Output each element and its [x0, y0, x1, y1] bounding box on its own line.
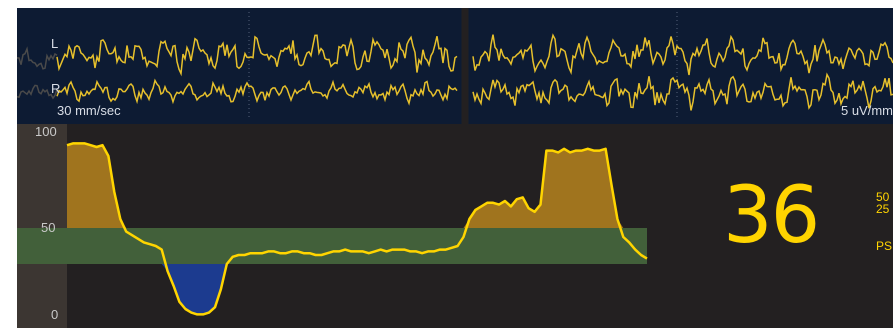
eeg-waveform-panel: L R 30 mm/sec 5 uV/mm [17, 8, 893, 124]
eeg-right-trace-segment-1 [56, 78, 458, 106]
trend-history-background [17, 124, 67, 328]
trend-fill-above-target [67, 143, 647, 228]
lead-label-right: R [51, 81, 61, 96]
eeg-waveform-canvas [17, 8, 893, 124]
info-line-2: 25 [876, 202, 890, 216]
axis-label-mid: 50 [41, 220, 56, 235]
sweep-speed-label: 30 mm/sec [57, 103, 121, 118]
monitor-screen: L R 30 mm/sec 5 uV/mm 100 50 0 36 50 25 … [17, 8, 893, 328]
trend-fill-below-target [67, 264, 647, 315]
eeg-left-trace-segment-2 [472, 33, 893, 76]
target-range-band [17, 228, 647, 264]
eeg-left-trace-segment-1 [56, 34, 458, 77]
axis-label-max: 100 [35, 124, 57, 139]
eeg-right-history-trace [17, 84, 58, 100]
info-line-1: 50 [876, 190, 890, 204]
axis-label-min: 0 [51, 307, 59, 322]
lead-label-left: L [51, 36, 59, 51]
eeg-right-trace-segment-2 [472, 72, 893, 111]
info-line-3: PS [876, 239, 893, 253]
eeg-left-history-trace [17, 46, 58, 70]
current-index-value: 36 [723, 171, 820, 261]
trend-graph [17, 124, 648, 328]
gain-label: 5 uV/mm [840, 103, 893, 118]
trend-line [66, 142, 648, 316]
